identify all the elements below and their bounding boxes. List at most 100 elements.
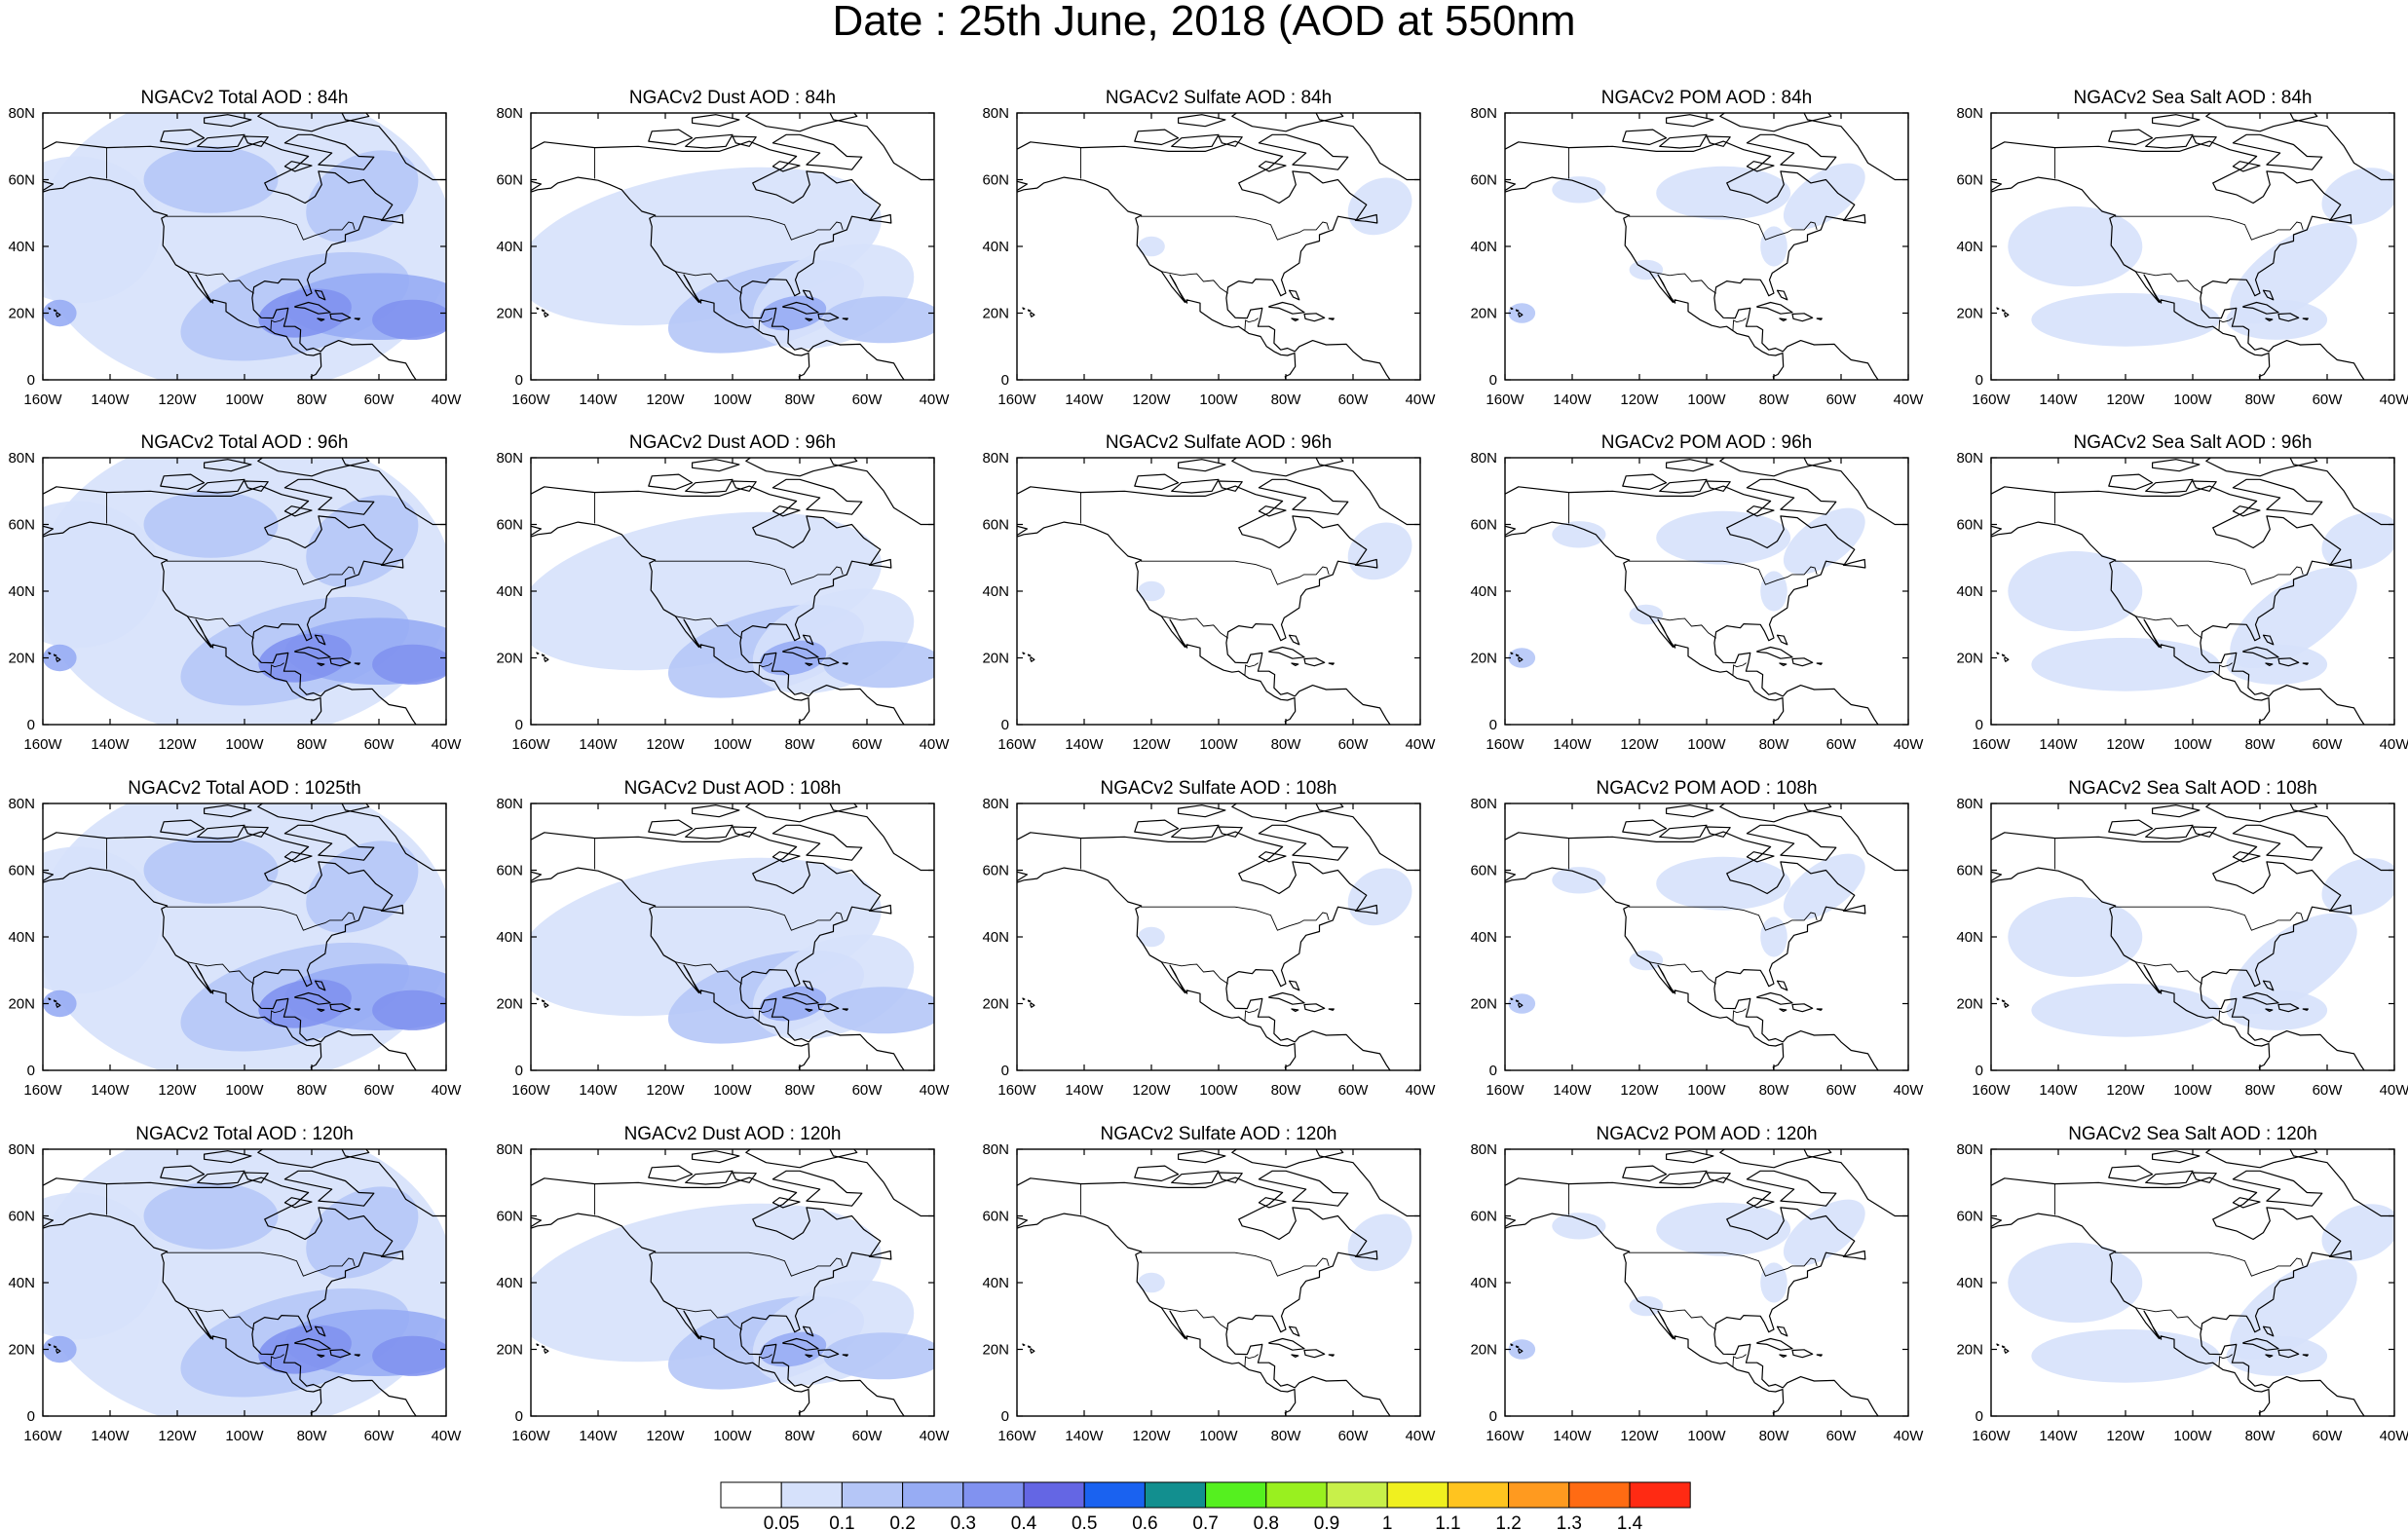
lon-tick-label: 160W: [511, 392, 550, 408]
lon-tick-label: 120W: [2106, 392, 2145, 408]
aod-field-shape: [1508, 1339, 1536, 1360]
lat-tick-label: 20N: [496, 306, 523, 322]
lon-tick-label: 60W: [852, 1082, 884, 1099]
lon-tick-label: 140W: [1065, 736, 1104, 753]
aod-field-shape: [372, 990, 446, 1030]
island-outline: [2302, 317, 2309, 320]
country-border: [655, 906, 844, 931]
island-outline: [536, 307, 540, 310]
island-outline: [244, 826, 269, 838]
island-outline: [1303, 657, 1326, 667]
island-outline: [1510, 307, 1514, 310]
country-border: [1160, 961, 1228, 985]
coastline: [1991, 831, 2365, 1070]
island-outline: [868, 213, 892, 224]
lon-tick-label: 60W: [1338, 1428, 1370, 1444]
country-border: [1648, 616, 1716, 639]
island-outline: [1030, 312, 1035, 317]
aod-field-shape: [2008, 896, 2143, 978]
lon-tick-label: 40W: [1894, 736, 1925, 753]
island-outline: [802, 1326, 814, 1337]
island-outline: [317, 1354, 325, 1358]
island-outline: [1030, 656, 1035, 662]
lat-tick-label: 80N: [1470, 450, 1497, 467]
lon-tick-label: 100W: [1687, 392, 1726, 408]
lon-tick-label: 120W: [646, 736, 685, 753]
island-outline: [692, 804, 740, 818]
lat-tick-label: 40N: [982, 929, 1009, 946]
aod-field-shape: [2226, 990, 2328, 1030]
island-outline: [1171, 1170, 1220, 1185]
island-outline: [2262, 634, 2275, 646]
country-border: [1141, 1251, 1330, 1277]
lat-tick-label: 40N: [1956, 239, 1983, 255]
country-border: [758, 662, 772, 677]
lat-tick-label: 20N: [8, 651, 35, 667]
island-outline: [1746, 851, 1775, 863]
island-outline: [1996, 997, 2000, 1000]
island-outline: [1756, 991, 1793, 1005]
island-outline: [2265, 1008, 2274, 1012]
lat-tick-label: 40N: [1956, 1275, 1983, 1291]
country-border: [1141, 906, 1330, 931]
island-outline: [2108, 473, 2154, 491]
island-outline: [2205, 458, 2318, 477]
island-outline: [745, 1149, 858, 1169]
country-border: [270, 1354, 284, 1368]
island-outline: [1218, 480, 1243, 492]
lon-tick-label: 140W: [1553, 736, 1592, 753]
lat-tick-label: 80N: [982, 796, 1009, 812]
island-outline: [1719, 1149, 1832, 1169]
island-outline: [1518, 1002, 1524, 1008]
lat-tick-label: 20N: [8, 306, 35, 322]
lon-tick-label: 120W: [158, 392, 197, 408]
island-outline: [1328, 1008, 1335, 1011]
island-outline: [544, 656, 549, 662]
island-outline: [2328, 213, 2352, 224]
lat-tick-label: 40N: [1470, 583, 1497, 600]
panel-title: NGACv2 Total AOD : 96h: [141, 432, 349, 453]
island-outline: [782, 991, 819, 1005]
island-outline: [1171, 133, 1220, 149]
island-outline: [1803, 458, 1908, 526]
colorbar-swatch: [1447, 1481, 1510, 1509]
lat-tick-label: 60N: [982, 1209, 1009, 1225]
lon-tick-label: 140W: [1065, 1082, 1104, 1099]
lat-tick-label: 40N: [982, 583, 1009, 600]
aod-field-shape: [823, 641, 934, 689]
lon-tick-label: 140W: [2039, 1082, 2078, 1099]
aod-field-shape: [43, 990, 77, 1018]
lon-tick-label: 60W: [2313, 392, 2344, 408]
island-outline: [842, 662, 848, 665]
country-border: [167, 560, 356, 585]
country-border: [1648, 1307, 1716, 1330]
aod-field-shape: [143, 146, 279, 213]
lon-tick-label: 160W: [1486, 1428, 1524, 1444]
lon-tick-label: 40W: [1894, 392, 1925, 408]
lon-tick-label: 160W: [1486, 1082, 1524, 1099]
island-outline: [257, 113, 370, 132]
aod-field-shape: [1508, 993, 1536, 1014]
island-outline: [1178, 1150, 1226, 1164]
lon-tick-label: 80W: [297, 392, 328, 408]
lon-tick-label: 40W: [920, 392, 951, 408]
island-outline: [1746, 1197, 1775, 1209]
lon-tick-label: 100W: [225, 1082, 264, 1099]
island-outline: [771, 1197, 801, 1209]
aod-field-shape: [2226, 1335, 2328, 1376]
island-outline: [685, 824, 734, 840]
island-outline: [197, 824, 245, 840]
island-outline: [204, 459, 252, 472]
island-outline: [56, 656, 61, 662]
lon-tick-label: 60W: [1338, 1082, 1370, 1099]
island-outline: [2242, 301, 2279, 315]
island-outline: [817, 1349, 840, 1359]
country-border: [674, 961, 742, 985]
aod-field-shape: [2321, 1204, 2394, 1261]
lat-tick-label: 0: [515, 1408, 523, 1425]
country-border: [1141, 560, 1330, 585]
aod-field-shape: [2226, 644, 2328, 685]
lon-tick-label: 160W: [1972, 392, 2011, 408]
island-outline: [685, 478, 734, 494]
island-outline: [842, 1008, 848, 1011]
